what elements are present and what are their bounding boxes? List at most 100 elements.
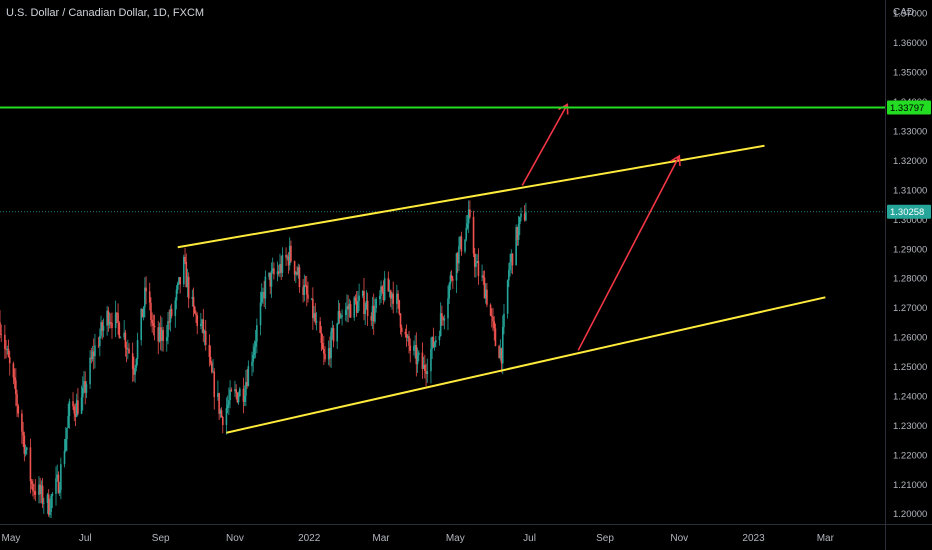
- candle-body: [39, 484, 41, 495]
- candle-body: [313, 313, 315, 319]
- candle-body: [142, 307, 145, 318]
- candle-body: [15, 380, 17, 395]
- candle-body: [346, 306, 348, 310]
- candle-body: [91, 351, 94, 359]
- candle-body: [0, 334, 3, 335]
- candle-body: [438, 335, 441, 341]
- candle-body: [280, 263, 283, 273]
- candle-body: [277, 271, 280, 274]
- candle-body: [375, 299, 377, 309]
- candle-body: [211, 362, 213, 373]
- candle-body: [499, 348, 502, 359]
- candle-body: [30, 481, 33, 484]
- candle-body: [80, 397, 83, 414]
- candle-body: [162, 329, 164, 342]
- candle-body: [269, 272, 272, 287]
- candle-body: [123, 332, 125, 338]
- candle-body: [407, 336, 409, 338]
- candle-body: [293, 261, 296, 275]
- candle-body: [116, 312, 118, 314]
- arrow-head-2: [670, 154, 681, 167]
- candle-body: [392, 293, 394, 304]
- candle-body: [363, 291, 365, 314]
- candle-body: [441, 313, 443, 318]
- candle-body: [179, 277, 181, 285]
- candle-body: [330, 331, 332, 359]
- candle-body: [107, 310, 110, 325]
- y-tick-label: 1.29000: [893, 244, 927, 255]
- candle-body: [0, 322, 1, 335]
- candle-body: [365, 300, 368, 310]
- candle-body: [22, 431, 24, 436]
- candle-body: [506, 280, 509, 314]
- candle-body: [259, 302, 262, 326]
- candle-body: [262, 292, 264, 293]
- candle-body: [218, 393, 220, 414]
- x-tick-label: Jul: [79, 533, 92, 544]
- candle-body: [452, 279, 454, 281]
- x-tick-label: Jul: [523, 533, 536, 544]
- candle-body: [148, 291, 151, 303]
- candle-body: [134, 367, 136, 375]
- candle-body: [370, 316, 373, 321]
- lower-trendline: [226, 296, 826, 434]
- candle-body: [128, 348, 130, 354]
- candle-body: [252, 354, 255, 362]
- y-tick-label: 1.30000: [893, 215, 927, 226]
- candle-body: [90, 357, 93, 359]
- candle-body: [447, 298, 449, 319]
- y-tick-label: 1.33000: [893, 127, 927, 138]
- candle-body: [523, 213, 526, 221]
- candle-body: [124, 332, 127, 348]
- candle-body: [68, 401, 71, 416]
- candle-body: [455, 253, 458, 281]
- y-tick-label: 1.25000: [893, 362, 927, 373]
- candle-body: [12, 363, 15, 378]
- candle-body: [64, 439, 67, 451]
- candle-body: [136, 340, 139, 359]
- y-tick-label: 1.35000: [893, 68, 927, 79]
- x-tick-label: Nov: [226, 533, 244, 544]
- candle-body: [220, 410, 223, 417]
- candle-body: [500, 348, 503, 364]
- candle-body: [251, 361, 253, 367]
- candle-body: [168, 321, 171, 323]
- candle-body: [279, 263, 281, 274]
- candle-body: [46, 494, 49, 503]
- candle-body: [432, 336, 435, 347]
- candle-body: [273, 268, 275, 275]
- candle-body: [43, 502, 45, 504]
- candle-body: [178, 277, 180, 284]
- candle-body: [23, 435, 26, 454]
- candle-body: [151, 320, 153, 324]
- candle-body: [382, 291, 385, 301]
- candle-body: [84, 381, 87, 393]
- candle-body: [298, 267, 301, 288]
- candle-body: [371, 305, 374, 321]
- candle-body: [323, 349, 325, 354]
- y-tick-label: 1.37000: [893, 9, 927, 20]
- candle-body: [324, 353, 326, 360]
- candle-body: [186, 276, 189, 288]
- candle-body: [141, 308, 144, 318]
- candle-body: [229, 389, 231, 401]
- candle-body: [290, 245, 292, 262]
- candle-body: [413, 346, 415, 351]
- candle-body: [263, 292, 265, 299]
- candle-body: [399, 313, 402, 328]
- candle-body: [465, 227, 468, 240]
- candle-body: [183, 257, 185, 285]
- candle-body: [285, 254, 287, 258]
- chart-title: U.S. Dollar / Canadian Dollar, 1D, FXCM: [6, 7, 205, 19]
- candle-body: [245, 382, 247, 396]
- candle-body: [208, 344, 211, 357]
- candle-body: [314, 313, 317, 323]
- candle-body: [498, 345, 500, 359]
- candle-body: [353, 297, 356, 318]
- x-tick-label: Mar: [372, 533, 390, 544]
- candle-body: [486, 289, 488, 305]
- candle-body: [24, 450, 27, 454]
- candle-body: [83, 381, 85, 388]
- candle-body: [466, 223, 469, 228]
